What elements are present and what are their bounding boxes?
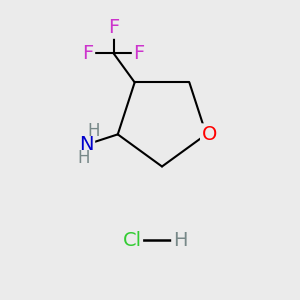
Text: H: H: [88, 122, 100, 140]
Text: H: H: [77, 149, 90, 167]
Text: N: N: [79, 135, 94, 154]
Text: Cl: Cl: [122, 230, 142, 250]
Text: F: F: [82, 44, 94, 63]
Text: H: H: [173, 230, 187, 250]
Text: F: F: [108, 18, 119, 37]
Text: F: F: [134, 44, 145, 63]
Text: O: O: [202, 125, 217, 144]
